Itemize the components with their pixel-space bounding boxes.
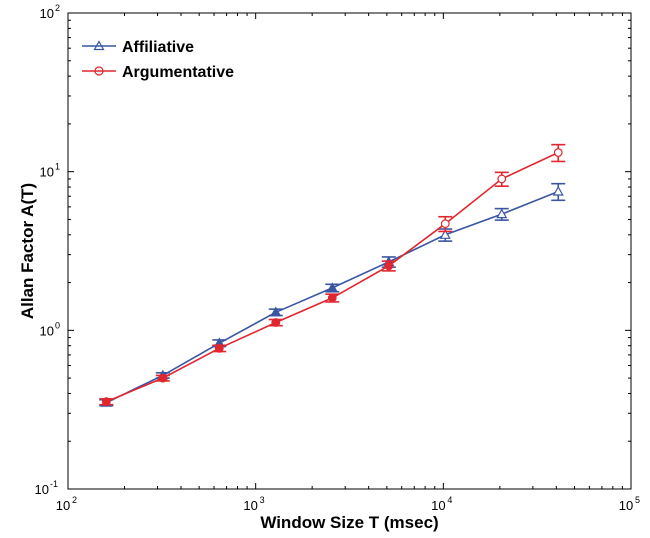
- x-tick-label-exponent: 5: [635, 495, 640, 505]
- data-point-argumentative: [384, 261, 394, 271]
- y-tick-label: 10: [35, 482, 49, 497]
- legend-affiliative-triangle-icon: [93, 40, 105, 51]
- x-axis-label: Window Size T (msec): [260, 513, 438, 532]
- x-tick-label: 10: [619, 498, 633, 513]
- legend: Affiliative Argumentative: [82, 39, 234, 81]
- data-point-affiliative: [439, 229, 451, 239]
- x-tick-label: 10: [431, 498, 445, 513]
- data-point-argumentative: [327, 293, 337, 303]
- y-tick-label-exponent: -1: [50, 479, 58, 489]
- plot-frame: [67, 12, 632, 490]
- y-tick-label-exponent: 1: [55, 162, 60, 172]
- y-axis-label: Allan Factor A(T): [18, 183, 37, 319]
- data-point-argumentative: [440, 219, 450, 229]
- y-tick-label: 10: [40, 165, 54, 180]
- y-tick-label-exponent: 0: [55, 320, 60, 330]
- data-point-argumentative: [553, 148, 563, 157]
- y-tick-label: 10: [40, 6, 54, 21]
- series-layer: [99, 143, 566, 407]
- data-point-argumentative: [497, 174, 507, 184]
- x-tick-label-exponent: 2: [72, 495, 77, 505]
- x-tick-label: 10: [243, 498, 257, 513]
- legend-argumentative-circle-icon: [94, 66, 104, 76]
- plot-area: [68, 13, 631, 489]
- data-point-affiliative: [326, 282, 338, 293]
- ticks-layer: 10 2 10 3 10 4 10 510 -110 010 110 2: [35, 3, 640, 513]
- data-point-affiliative: [496, 208, 508, 219]
- data-point-argumentative: [158, 373, 168, 383]
- data-point-affiliative: [270, 306, 282, 317]
- series-argumentative: [99, 143, 566, 407]
- y-tick-label: 10: [40, 323, 54, 338]
- legend-affiliative-label: Affiliative: [122, 39, 194, 56]
- x-tick-label: 10: [56, 498, 70, 513]
- x-tick-label-exponent: 3: [260, 495, 265, 505]
- legend-argumentative-label: Argumentative: [122, 64, 234, 81]
- data-point-argumentative: [271, 318, 281, 327]
- data-point-argumentative: [214, 343, 224, 353]
- y-tick-label-exponent: 2: [55, 3, 60, 13]
- data-point-argumentative: [101, 397, 111, 407]
- x-tick-label-exponent: 4: [447, 495, 452, 505]
- data-point-affiliative: [552, 185, 564, 196]
